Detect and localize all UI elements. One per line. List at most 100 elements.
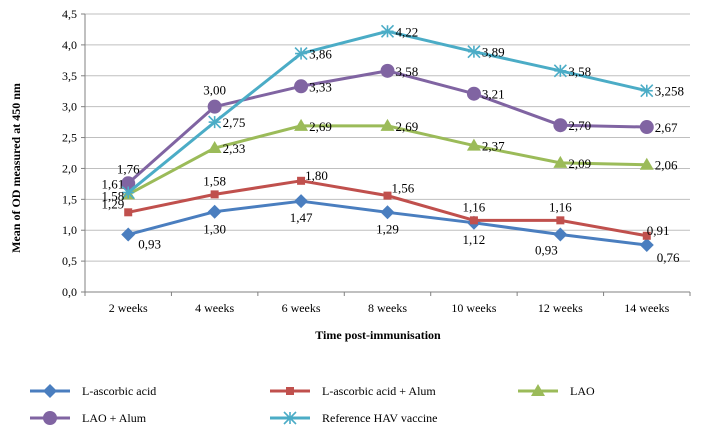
data-point (208, 115, 222, 129)
data-label: 1,16 (463, 199, 486, 214)
data-point (639, 120, 654, 135)
data-label: 0,93 (535, 243, 558, 258)
y-tick-label: 1,0 (62, 223, 77, 237)
data-label: 1,12 (463, 232, 486, 247)
data-point (639, 238, 654, 253)
x-tick-label: 10 weeks (451, 301, 496, 315)
data-point (207, 204, 222, 219)
legend-label: Reference HAV vaccine (322, 411, 438, 425)
data-label: 1,80 (305, 168, 328, 183)
legend-label: L-ascorbic acid + Alum (322, 384, 436, 398)
data-point (294, 194, 309, 209)
data-label: 0,93 (138, 237, 161, 252)
legend-label: LAO + Alum (82, 411, 147, 425)
legend-item: Reference HAV vaccine (270, 411, 438, 425)
data-point (210, 190, 219, 199)
series-3 (121, 63, 654, 191)
data-label: 3,58 (396, 64, 419, 79)
data-point (43, 384, 57, 398)
data-point (43, 411, 57, 425)
y-tick-label: 4,5 (62, 7, 77, 21)
data-point (469, 216, 478, 225)
data-point (124, 208, 133, 217)
legend-label: L-ascorbic acid (82, 384, 156, 398)
series-4 (121, 24, 654, 200)
data-point (283, 411, 297, 425)
data-label: 3,89 (482, 45, 505, 60)
y-tick-label: 2,5 (62, 131, 77, 145)
data-label: 2,69 (396, 119, 419, 134)
data-label: 1,61 (101, 177, 124, 192)
data-point (121, 227, 136, 242)
data-label: 3,258 (655, 84, 684, 99)
y-tick-label: 4,0 (62, 38, 77, 52)
data-point (121, 185, 135, 200)
data-point (294, 118, 309, 131)
data-point (553, 64, 567, 78)
legend: L-ascorbic acid L-ascorbic acid + Alum LAO… (30, 384, 595, 425)
data-point (380, 63, 395, 78)
legend-item: L-ascorbic acid + Alum (270, 384, 436, 398)
data-label: 0,91 (647, 223, 670, 238)
data-point (466, 138, 481, 151)
x-axis-title: Time post-immunisation (315, 328, 441, 342)
data-point (380, 205, 395, 220)
data-label: 4,22 (396, 24, 419, 39)
y-tick-label: 3,5 (62, 69, 77, 83)
data-point (531, 384, 545, 396)
data-point (207, 99, 222, 114)
data-label: 1,56 (392, 181, 415, 196)
data-label: 1,58 (101, 188, 124, 203)
data-label: 2,09 (568, 156, 591, 171)
data-point (380, 118, 395, 131)
y-tick-label: 0,0 (62, 285, 77, 299)
data-label: 1,30 (203, 222, 226, 237)
data-label: 3,00 (203, 83, 226, 98)
legend-label: LAO (570, 384, 595, 398)
data-label: 2,69 (309, 119, 332, 134)
data-label: 0,76 (657, 250, 680, 265)
x-tick-labels: 2 weeks 4 weeks 6 weeks 8 weeks 10 weeks 12 w… (109, 301, 670, 315)
data-label: 3,58 (568, 64, 591, 79)
x-tick-label: 12 weeks (538, 301, 583, 315)
legend-item: LAO (518, 384, 595, 398)
axes (81, 13, 691, 296)
series-1 (124, 176, 651, 240)
legend-item: LAO + Alum (30, 411, 147, 425)
data-label: 3,86 (309, 47, 332, 62)
x-tick-label: 6 weeks (282, 301, 321, 315)
data-point (467, 45, 481, 59)
x-tick-label: 14 weeks (624, 301, 669, 315)
data-point (640, 84, 654, 98)
y-tick-label: 2,0 (62, 161, 77, 175)
data-point (297, 176, 306, 185)
data-label: 1,29 (376, 221, 399, 236)
data-point (466, 86, 481, 101)
y-tick-label: 0,5 (62, 254, 77, 268)
data-point (294, 46, 308, 61)
data-label: 2,70 (568, 118, 591, 133)
data-label: 1,58 (203, 173, 226, 188)
data-label: 2,67 (655, 120, 678, 135)
data-label: 1,47 (290, 210, 313, 225)
data-point (207, 141, 222, 154)
data-point (642, 231, 651, 240)
data-label: 2,33 (223, 141, 246, 156)
data-label: 3,21 (482, 87, 505, 102)
data-point (286, 387, 294, 395)
data-point (383, 191, 392, 200)
y-axis-title: Mean of OD measured at 450 nm (9, 83, 23, 253)
data-label: 1,29 (101, 196, 124, 211)
data-label: 2,37 (482, 139, 505, 154)
y-tick-label: 1,5 (62, 192, 77, 206)
data-point (380, 24, 395, 38)
data-point (294, 79, 309, 94)
data-label: 3,33 (309, 79, 332, 94)
y-tick-label: 3,0 (62, 100, 77, 114)
data-label: 1,76 (117, 161, 140, 176)
data-point (121, 176, 136, 191)
data-point (553, 227, 568, 242)
data-point (556, 216, 565, 225)
legend-item: L-ascorbic acid (30, 384, 156, 398)
